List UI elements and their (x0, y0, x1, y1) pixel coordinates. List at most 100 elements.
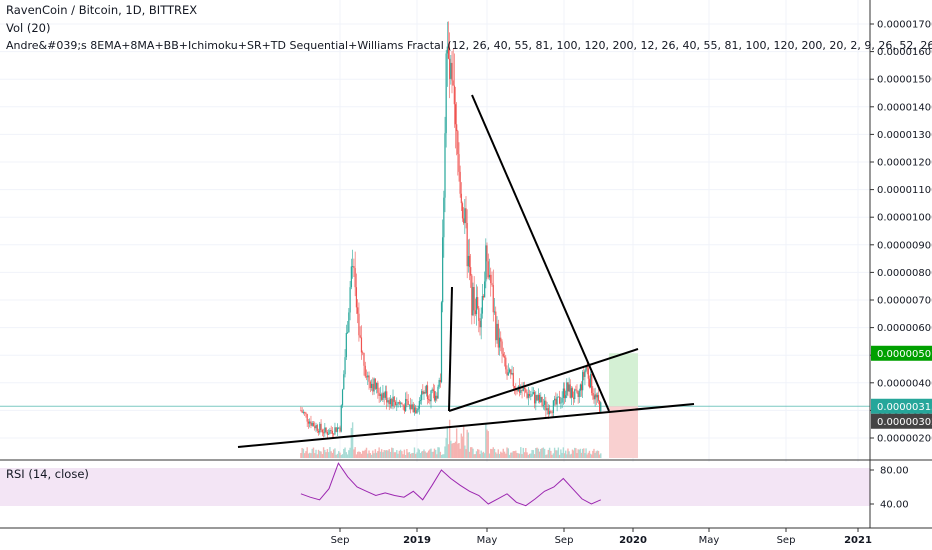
price-badge-label[interactable]: 0.00000315 (877, 402, 932, 413)
volume-bar (399, 449, 402, 458)
volume-bar (464, 445, 466, 458)
candle-body (326, 431, 328, 435)
candle-body (497, 323, 499, 348)
trendline[interactable] (237, 403, 695, 448)
candle-body (521, 390, 523, 391)
y-tick-label: 0.00000600 (877, 323, 932, 334)
volume-bar (358, 451, 360, 458)
candle-body (343, 374, 345, 390)
candle-body (523, 387, 526, 390)
volume-bar (476, 449, 479, 458)
volume-bar (432, 451, 435, 458)
candle-body (531, 394, 533, 397)
candle-body (408, 404, 411, 406)
candle-body (340, 405, 342, 432)
trendline[interactable] (471, 94, 610, 412)
candle-body (538, 394, 541, 403)
candle-body (398, 402, 400, 404)
candle-body (334, 427, 336, 435)
volume-bar (560, 449, 562, 458)
volume-bar (597, 450, 600, 458)
candle-body (474, 310, 476, 315)
indicator-legend[interactable]: Andre&#039;s 8EMA+8MA+BB+Ichimoku+SR+TD … (6, 39, 932, 52)
candle-body (461, 203, 464, 219)
candle-body (466, 222, 468, 267)
candle-body (403, 405, 405, 411)
trendlines[interactable] (237, 94, 695, 448)
volume-bar (434, 449, 437, 458)
volume-bar (389, 451, 392, 458)
candle-body (435, 395, 437, 401)
candle-body (444, 133, 446, 198)
trendline[interactable] (448, 348, 639, 412)
candle-body (320, 423, 322, 430)
volume-bar (471, 447, 473, 458)
volume-bar (356, 451, 359, 458)
volume-bar (330, 451, 332, 458)
volume-bar (460, 433, 463, 458)
candle-body (463, 218, 465, 224)
candle-body (363, 352, 365, 366)
candle-body (555, 398, 557, 405)
candle-body (421, 391, 423, 401)
price-badge[interactable] (871, 413, 932, 429)
volume-bar (391, 447, 393, 458)
price-badge-label[interactable]: 0.00000507 (877, 349, 932, 360)
candle-body (359, 335, 361, 338)
candle-body (592, 392, 594, 396)
candle-body (576, 390, 578, 393)
rsi-legend[interactable]: RSI (14, close) (6, 467, 89, 481)
candle-body (372, 383, 374, 392)
volume-bar (402, 454, 404, 458)
candle-body (422, 391, 424, 394)
volume-bar (541, 448, 543, 458)
volume-bar (351, 422, 354, 458)
candle-body (374, 378, 376, 389)
volume-bar (415, 453, 417, 458)
volume-bar (334, 448, 336, 458)
candle-body (507, 372, 509, 376)
symbol-title[interactable]: RavenCoin / Bitcoin, 1D, BITTREX (6, 3, 198, 17)
x-tick-label: 2021 (844, 535, 872, 546)
volume-bar (558, 454, 561, 458)
candle-body (513, 386, 516, 388)
candle-body (543, 400, 546, 405)
volume-bar (510, 452, 512, 458)
candle-body (600, 402, 602, 412)
volume-bar (382, 452, 384, 458)
volume-bar (478, 449, 480, 458)
volume-bar (345, 452, 348, 458)
y-tick-label: 0.00001200 (877, 158, 932, 169)
candle-body (556, 396, 558, 405)
candle-body (473, 287, 475, 311)
volume-bar (446, 426, 449, 458)
volume-bar (426, 452, 429, 458)
volume-bar (301, 447, 303, 458)
volume-bar (409, 453, 412, 458)
candle-body (471, 275, 473, 316)
volume-bar (517, 453, 520, 458)
volume-legend[interactable]: Vol (20) (6, 21, 51, 35)
candle-body (333, 433, 335, 435)
volume-bar (450, 440, 452, 458)
volume-bar (307, 453, 310, 458)
price-badge[interactable] (871, 398, 932, 414)
volume-bar (562, 447, 565, 458)
volume-bar (424, 451, 426, 458)
x-tick-label: Sep (777, 535, 796, 546)
volume-bar (556, 450, 558, 458)
volume-bar (444, 446, 446, 458)
candle-body (386, 391, 388, 403)
candle-body (470, 267, 472, 276)
trendline[interactable] (448, 286, 453, 412)
candle-body (438, 380, 440, 387)
price-badge[interactable] (871, 345, 932, 361)
volume-bar (475, 451, 478, 458)
candle-body (492, 285, 494, 313)
price-badge-label[interactable]: 0.00000302 (877, 417, 932, 428)
candle-body (495, 311, 497, 341)
volume-bar (394, 452, 397, 458)
